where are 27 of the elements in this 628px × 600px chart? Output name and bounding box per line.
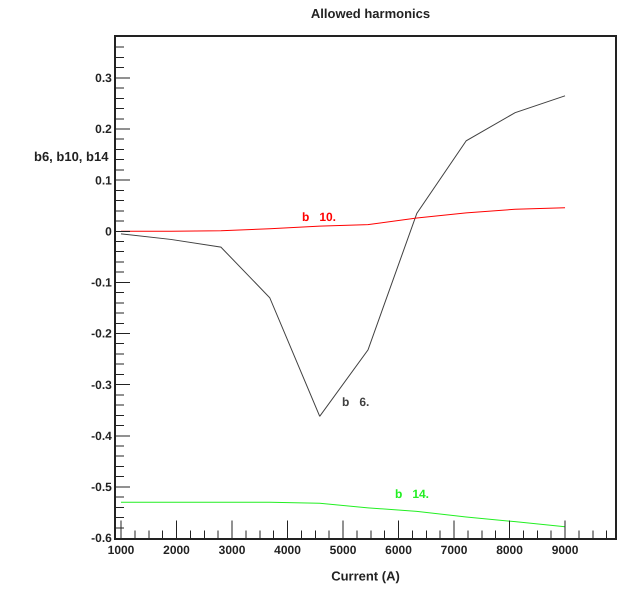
x-tick-label: 8000: [496, 543, 524, 558]
y-tick-label: -0.2: [91, 326, 112, 341]
y-tick-label: -0.3: [91, 378, 112, 392]
x-tick-label: 2000: [163, 543, 190, 558]
series-label: b 14.: [395, 487, 430, 501]
x-tick-label: 4000: [274, 543, 302, 558]
y-tick-label: -0.5: [91, 480, 112, 494]
x-tick-label: 5000: [330, 543, 357, 558]
y-axis-title: b6, b10, b14: [34, 149, 110, 164]
x-tick-label: 9000: [552, 543, 579, 558]
series-label: b 10.: [302, 210, 336, 224]
y-tick-label: 0.2: [95, 122, 112, 136]
line-series: [120, 95, 566, 417]
x-tick-label: 7000: [440, 543, 468, 558]
x-tick-label: 6000: [385, 543, 412, 558]
series-label: b 6.: [342, 395, 370, 409]
line-series: [120, 502, 566, 528]
x-tick-label: 1000: [108, 543, 135, 558]
x-tick-label: 3000: [218, 543, 246, 558]
y-tick-label: 0.3: [95, 71, 112, 86]
chart-title: Allowed harmonics: [310, 6, 430, 22]
y-tick-label: -0.6: [91, 531, 112, 546]
y-tick-label: 0.1: [95, 173, 112, 188]
y-tick-label: -0.4: [91, 428, 112, 443]
x-axis-title: Current (A): [331, 568, 400, 584]
y-tick-label: -0.1: [91, 276, 112, 290]
y-tick-label: 0: [105, 224, 112, 238]
